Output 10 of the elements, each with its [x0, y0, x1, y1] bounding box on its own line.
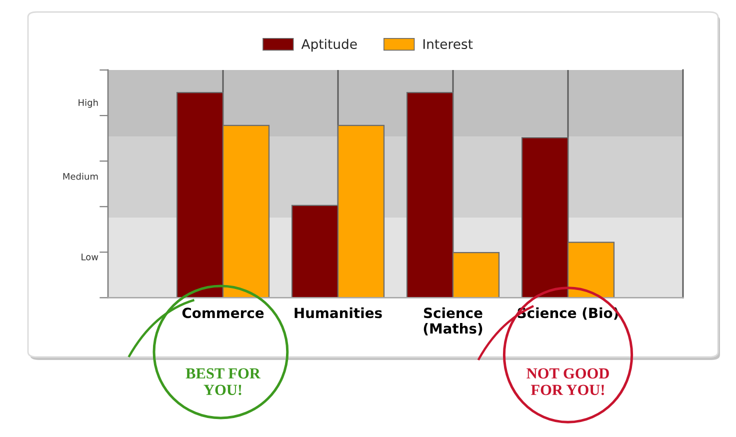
x-tick-label: Science (Maths)	[424, 307, 482, 336]
band-label: Low	[82, 254, 98, 260]
x-tick-label: Humanities	[294, 307, 382, 318]
text: BEST FOR YOU!	[186, 368, 261, 396]
legend-label: Interest	[423, 39, 473, 50]
text: NOT GOOD FOR YOU!	[526, 368, 609, 396]
band-label: High	[78, 98, 98, 108]
band-label: Medium	[63, 172, 98, 180]
x-tick-label: Commerce	[182, 308, 264, 318]
legend-label: Aptitude	[301, 38, 357, 52]
